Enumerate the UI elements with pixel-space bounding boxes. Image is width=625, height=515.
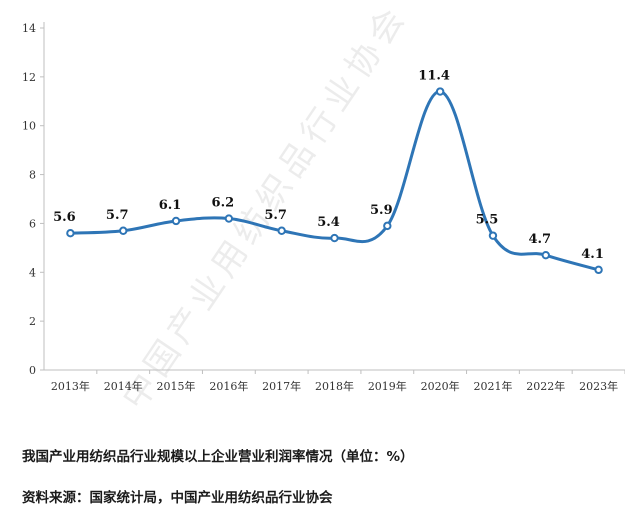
- x-tick-label: 2017年: [262, 379, 301, 393]
- x-tick-label: 2019年: [368, 379, 407, 393]
- data-label: 5.7: [106, 208, 129, 223]
- data-point: [171, 216, 181, 226]
- data-label: 6.2: [212, 196, 235, 211]
- x-tick-label: 2020年: [421, 379, 460, 393]
- data-point: [435, 87, 445, 96]
- y-tick-label: 6: [29, 217, 36, 230]
- y-tick-label: 2: [29, 315, 36, 328]
- series-line: [66, 87, 603, 275]
- data-point: [383, 221, 392, 231]
- y-tick-label: 10: [22, 120, 36, 133]
- data-point: [488, 231, 498, 240]
- data-labels: 5.6 5.7 6.1 6.2 5.7 5.4 5.9 11.4 5.5 4.7 4.1: [53, 69, 604, 262]
- source-note: 资料来源：国家统计局，中国产业用纺织品行业协会: [22, 490, 333, 506]
- x-tick-label: 2022年: [526, 379, 565, 393]
- data-point: [277, 226, 286, 235]
- data-point: [119, 226, 128, 235]
- x-tick-label: 2014年: [104, 379, 143, 393]
- data-label: 4.1: [581, 247, 604, 262]
- x-tick-label: 2018年: [315, 379, 354, 393]
- x-tick-label: 2021年: [473, 379, 512, 393]
- data-label: 5.5: [476, 213, 499, 228]
- data-label: 5.7: [264, 208, 287, 223]
- data-point: [66, 229, 75, 238]
- data-point: [541, 250, 550, 260]
- data-point: [224, 214, 234, 223]
- y-tick-label: 8: [29, 169, 36, 182]
- x-tick-label: 2023年: [579, 379, 618, 393]
- chart-caption: 我国产业用纺织品行业规模以上企业营业利润率情况（单位：%）: [22, 449, 414, 465]
- y-tick-label: 14: [22, 22, 36, 35]
- data-label: 5.9: [370, 203, 393, 218]
- axes: 0 2 4 6 8 10 12 14 2013年 2014年 2015年 2016年 2017年 2018…: [22, 22, 625, 393]
- y-tick-label: 12: [22, 71, 36, 84]
- data-label: 5.6: [53, 210, 76, 225]
- x-tick-label: 2015年: [157, 379, 196, 393]
- data-label: 5.4: [317, 215, 340, 230]
- data-label: 6.1: [159, 198, 182, 213]
- data-label: 11.4: [418, 69, 450, 84]
- data-point: [594, 265, 603, 275]
- data-point: [330, 233, 339, 243]
- x-tick-label: 2016年: [209, 379, 248, 393]
- x-tick-label: 2013年: [51, 379, 90, 393]
- data-label: 4.7: [528, 232, 551, 247]
- y-tick-label: 4: [29, 266, 36, 279]
- y-tick-label: 0: [29, 364, 36, 377]
